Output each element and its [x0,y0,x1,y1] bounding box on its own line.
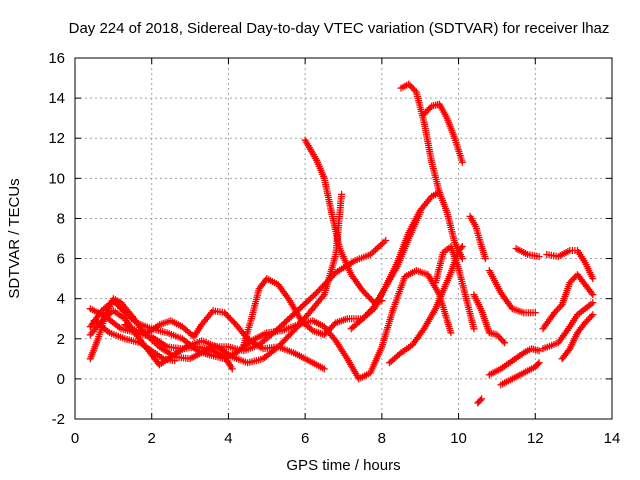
plot-frame [74,57,613,420]
series-marker-path [539,299,597,353]
series-marker-path [470,291,509,347]
y-tick-label: 16 [48,50,65,67]
x-tick-label: 8 [378,430,386,447]
series-13 [432,243,478,333]
series-marker-path [485,267,539,317]
grid-lines [75,58,612,419]
series-14 [466,212,489,263]
series-marker-path [420,100,466,166]
y-tick-label: -2 [52,411,65,428]
series-19 [497,359,543,389]
series-22 [539,271,597,333]
y-tick-label: 2 [57,331,65,348]
series-11 [420,100,466,166]
y-tick-label: 8 [57,210,65,227]
series-marker-path [347,208,424,333]
series-15 [470,291,509,347]
y-tick-label: 12 [48,130,65,147]
x-tick-label: 2 [148,430,156,447]
series-marker-path [301,136,386,307]
x-tick-label: 4 [224,430,232,447]
y-tick-label: 4 [57,291,65,308]
y-tick-label: 10 [48,170,65,187]
x-tick-label: 14 [604,430,621,447]
series-5 [90,317,179,365]
x-tick-labels: 0 2 4 6 8 10 12 14 [71,430,621,447]
series-marker-path [539,271,597,333]
series-marker-path [90,317,179,365]
y-tick-label: 14 [48,90,65,107]
chart-title: Day 224 of 2018, Sidereal Day-to-day VTE… [69,20,610,37]
x-tick-label: 0 [71,430,79,447]
series-marker-path [485,345,543,379]
series-marker-path [512,245,543,261]
series-3 [86,267,455,383]
series-21 [543,247,597,283]
series-marker-path [497,359,543,389]
series-24 [558,311,597,363]
x-tick-label: 12 [527,430,544,447]
series-9 [347,208,424,333]
series-marker-path [466,212,489,263]
series-marker-path [543,247,597,283]
x-tick-label: 10 [450,430,467,447]
series-marker-path [474,395,486,407]
series-23 [539,299,597,353]
y-tick-label: 6 [57,251,65,268]
series-20 [512,245,543,261]
series-marker-path [558,311,597,363]
series-marker-path [432,243,478,333]
series-16 [485,267,539,317]
series-marker-path [121,307,328,373]
series-18 [485,345,543,379]
x-tick-label: 6 [301,430,309,447]
series-8 [301,136,386,307]
x-axis-label: GPS time / hours [286,457,400,474]
axis-ticks [74,57,613,420]
series-6 [121,307,328,373]
series-marker-path [86,267,455,383]
series-17 [474,395,486,407]
y-tick-labels: -2 0 2 4 6 8 10 12 14 16 [48,50,65,428]
data-points [86,80,597,407]
y-tick-label: 0 [57,371,65,388]
y-axis-label: SDTVAR / TECUs [6,178,23,298]
